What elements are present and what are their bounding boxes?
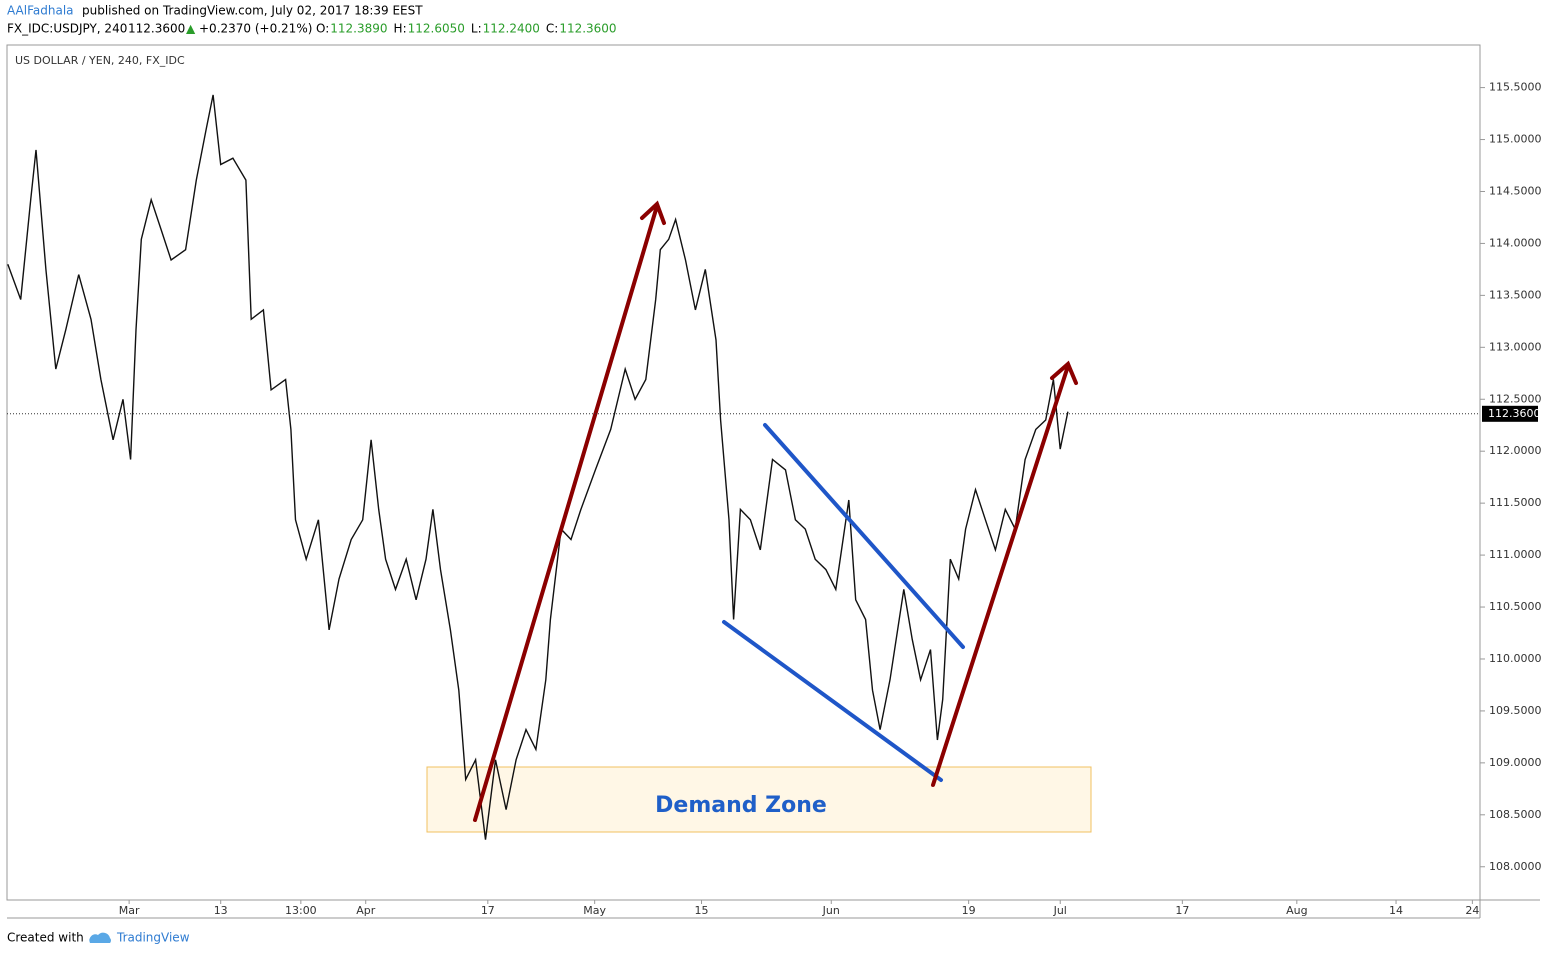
x-tick-label: Apr	[356, 904, 376, 917]
price: 112.3600	[128, 22, 185, 36]
x-tick-label: 17	[1175, 904, 1189, 917]
symbol: FX_IDC:USDJPY, 240	[7, 22, 127, 36]
y-tick-label: 108.5000	[1489, 808, 1542, 821]
x-tick-label: 19	[962, 904, 976, 917]
last-price-box	[1482, 405, 1538, 422]
x-tick-label: Mar	[119, 904, 140, 917]
ohlc-label: L:	[471, 22, 482, 36]
annotation: Demand Zone	[655, 793, 827, 818]
y-tick-label: 113.5000	[1489, 288, 1542, 301]
y-tick-label: 114.5000	[1489, 184, 1542, 197]
footer-brand[interactable]: TradingView	[116, 931, 190, 945]
y-tick-label: 109.0000	[1489, 756, 1542, 769]
y-tick-label: 113.0000	[1489, 340, 1542, 353]
y-tick-label: 115.5000	[1489, 81, 1542, 94]
ohlc-label: H:	[394, 22, 407, 36]
y-tick-label: 115.0000	[1489, 133, 1542, 146]
x-tick-label: 17	[481, 904, 495, 917]
ohlc: O: 112.3890 H: 112.6050 L: 112.2400 C: 112.3600	[316, 22, 617, 36]
x-tick-label: 24	[1465, 904, 1479, 917]
x-tick-label: Aug	[1286, 904, 1307, 917]
demand-zone	[426, 766, 1092, 833]
x-tick-label: 13:00	[285, 904, 317, 917]
ohlc-value: 112.3890	[330, 22, 387, 36]
y-tick-label: 112.0000	[1489, 444, 1542, 457]
arrow	[931, 364, 1070, 787]
x-tick-label: Jun	[822, 904, 840, 917]
y-tick-label: 111.0000	[1489, 548, 1542, 561]
x-tick-label: Jul	[1053, 904, 1067, 917]
footer-text: Created with	[7, 931, 84, 945]
arrow	[473, 204, 659, 822]
ohlc-label: C:	[546, 22, 558, 36]
chart-title: US DOLLAR / YEN, 240, FX_IDC	[15, 54, 185, 67]
up-arrow: ▲	[186, 22, 196, 36]
y-tick-label: 108.0000	[1489, 860, 1542, 873]
ohlc-value: 112.3600	[559, 22, 616, 36]
last-price-label: 112.3600	[1488, 407, 1541, 420]
plot	[7, 94, 1069, 840]
x-tick-label: 15	[695, 904, 709, 917]
logo	[89, 932, 111, 943]
ohlc-value: 112.2400	[483, 22, 540, 36]
ohlc-label: O:	[316, 22, 329, 36]
y-tick-label: 112.5000	[1489, 392, 1542, 405]
author[interactable]: AAlFadhala	[7, 4, 74, 18]
arrow-head	[1050, 360, 1078, 385]
ohlc-value: 112.6050	[408, 22, 465, 36]
channel-line	[722, 620, 943, 782]
x-tick-label: May	[583, 904, 606, 917]
channel-line	[763, 423, 965, 649]
change: +0.2370 (+0.21%)	[199, 22, 312, 36]
x-tick-label: 14	[1389, 904, 1403, 917]
arrow-head	[640, 200, 666, 225]
price-line	[7, 94, 1069, 840]
y-tick-label: 109.5000	[1489, 704, 1542, 717]
x-tick-label: 13	[214, 904, 228, 917]
y-tick-label: 114.0000	[1489, 236, 1542, 249]
y-tick-label: 110.5000	[1489, 600, 1542, 613]
published: published on TradingView.com, July 02, 2…	[82, 4, 423, 18]
y-tick-label: 110.0000	[1489, 652, 1542, 665]
drawings	[473, 200, 1078, 822]
y-tick-label: 111.5000	[1489, 496, 1542, 509]
